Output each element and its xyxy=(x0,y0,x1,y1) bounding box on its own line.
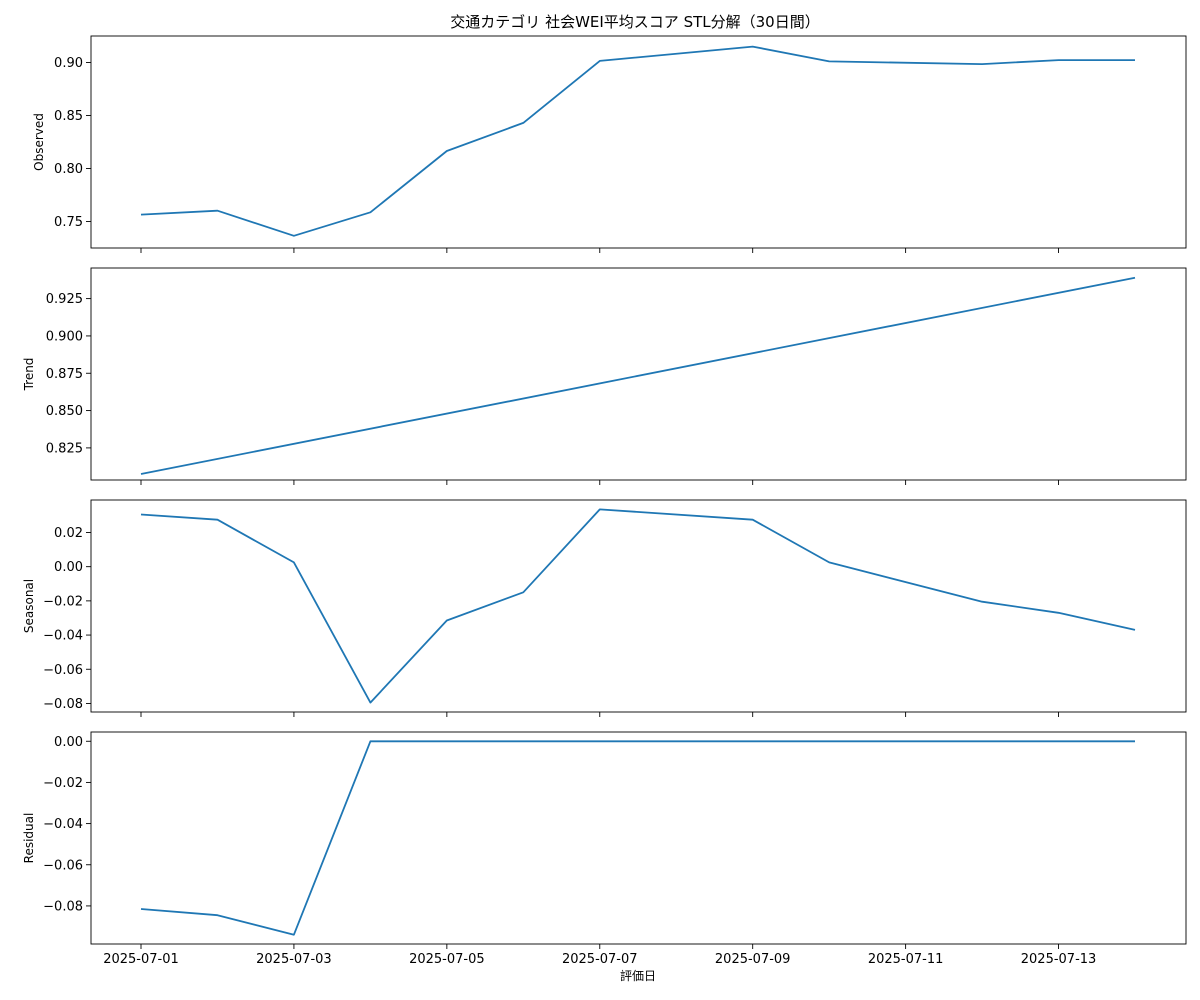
series-line-observed xyxy=(140,45,1135,237)
x-tick-label: 2025-07-07 xyxy=(562,952,638,967)
y-tick-label: −0.04 xyxy=(43,629,83,644)
y-tick-label: 0.900 xyxy=(46,329,83,344)
y-tick-label: 0.875 xyxy=(46,367,83,382)
y-axis-label: Seasonal xyxy=(22,579,36,633)
y-tick-label: 0.85 xyxy=(54,109,83,124)
series-line-trend xyxy=(140,276,1136,475)
y-tick-label: −0.08 xyxy=(43,899,83,914)
plot-frame xyxy=(90,731,1187,945)
y-tick-label: 0.00 xyxy=(54,560,83,575)
plot-frame xyxy=(90,499,1187,713)
y-tick-label: −0.08 xyxy=(43,697,83,712)
plot-frame xyxy=(90,267,1187,481)
y-axis-label: Trend xyxy=(22,358,36,392)
y-tick-label: −0.02 xyxy=(43,776,83,791)
x-axis-label: 評価日 xyxy=(620,968,656,983)
y-tick-label: 0.02 xyxy=(54,526,83,541)
chart-title: 交通カテゴリ 社会WEI平均スコア STL分解（30日間） xyxy=(450,13,819,31)
y-axis-label: Observed xyxy=(32,113,46,171)
y-tick-label: 0.925 xyxy=(46,292,83,307)
panel-residual: 0.00 −0.02 −0.04 −0.06 −0.08 2025-07-01 2025-0… xyxy=(22,731,1187,967)
y-tick-label: −0.04 xyxy=(43,817,83,832)
y-tick-label: 0.850 xyxy=(46,404,83,419)
series-line-residual xyxy=(140,740,1135,936)
panel-trend: 0.825 0.850 0.875 0.900 0.925 Trend xyxy=(22,267,1187,485)
x-tick-label: 2025-07-05 xyxy=(409,952,485,967)
x-tick-label: 2025-07-13 xyxy=(1021,952,1097,967)
series-line-seasonal xyxy=(140,508,1136,704)
x-tick-label: 2025-07-11 xyxy=(868,952,944,967)
y-tick-label: −0.02 xyxy=(43,594,83,609)
y-tick-label: 0.75 xyxy=(54,215,83,230)
plot-frame xyxy=(90,35,1187,249)
y-tick-label: 0.825 xyxy=(46,441,83,456)
y-tick-label: 0.80 xyxy=(54,162,83,177)
panels: 0.750.800.850.90Observed0.8250.8500.8750… xyxy=(22,35,1187,967)
panel-seasonal: 0.02 0.00 −0.02 −0.04 −0.06 −0.08 Seasonal xyxy=(22,499,1187,717)
y-tick-label: −0.06 xyxy=(43,663,83,678)
y-tick-label: 0.00 xyxy=(54,735,83,750)
x-tick-label: 2025-07-09 xyxy=(715,952,791,967)
y-tick-label: 0.90 xyxy=(54,56,83,71)
x-tick-label: 2025-07-03 xyxy=(256,952,332,967)
panel-observed: 0.75 0.80 0.85 0.90 Observed xyxy=(32,35,1187,253)
x-tick-label: 2025-07-01 xyxy=(103,952,179,967)
y-tick-label: −0.06 xyxy=(43,858,83,873)
y-axis-label: Residual xyxy=(22,813,36,864)
